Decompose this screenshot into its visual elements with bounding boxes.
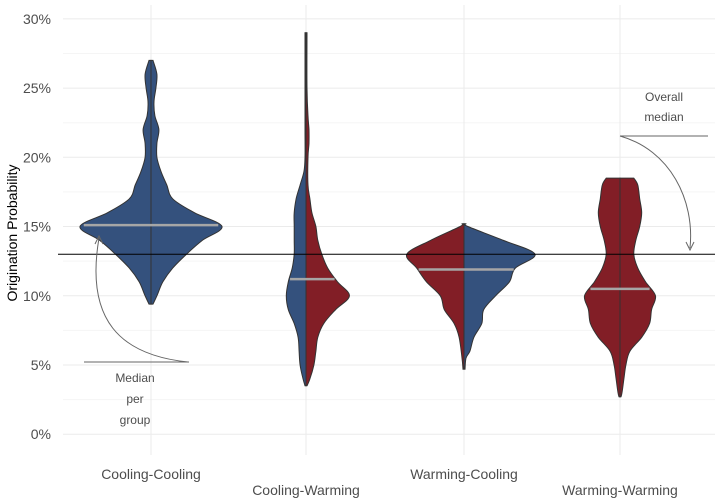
median-layer xyxy=(83,223,650,291)
y-tick-label: 30% xyxy=(23,11,51,27)
x-tick-label: Cooling-Warming xyxy=(252,482,360,498)
violin-layer xyxy=(79,32,657,398)
y-axis-title: Origination Probability xyxy=(4,165,20,302)
annotation-median-per-group: Median per group xyxy=(84,234,189,427)
y-tick-label: 20% xyxy=(23,149,51,165)
annotation-overall-median: Overall median xyxy=(619,90,708,252)
x-tick-label: Warming-Cooling xyxy=(410,466,518,482)
violin-right-half xyxy=(619,177,657,398)
annotation-arrowhead-median xyxy=(94,234,104,245)
annotation-arrow-overall xyxy=(619,135,692,249)
violin-left-half xyxy=(285,32,307,387)
y-tick-label: 5% xyxy=(31,357,51,373)
violin-right-half xyxy=(463,223,536,370)
annotation-text-median-2: per xyxy=(126,392,143,406)
violin-left-half xyxy=(405,223,465,370)
annotation-text-overall-1: Overall xyxy=(645,90,683,104)
violin-left-half xyxy=(583,177,621,398)
y-tick-label: 25% xyxy=(23,80,51,96)
annotation-text-median-1: Median xyxy=(115,371,154,385)
x-axis-ticks: Cooling-Cooling Cooling-Warming Warming-Co… xyxy=(101,466,678,498)
violin-right-half xyxy=(305,32,350,387)
annotation-text-overall-2: median xyxy=(644,110,683,124)
y-axis-ticks: 0% 5% 10% 15% 20% 25% 30% xyxy=(23,11,51,442)
y-tick-label: 10% xyxy=(23,288,51,304)
annotation-text-median-3: group xyxy=(120,413,151,427)
x-tick-label: Warming-Warming xyxy=(562,482,678,498)
y-tick-label: 0% xyxy=(31,426,51,442)
annotation-arrowhead-overall xyxy=(685,241,695,252)
violin-left-half xyxy=(79,59,152,305)
x-tick-label: Cooling-Cooling xyxy=(101,466,201,482)
annotation-arrow-median xyxy=(95,237,189,363)
y-tick-label: 15% xyxy=(23,219,51,235)
violin-right-half xyxy=(150,59,223,305)
